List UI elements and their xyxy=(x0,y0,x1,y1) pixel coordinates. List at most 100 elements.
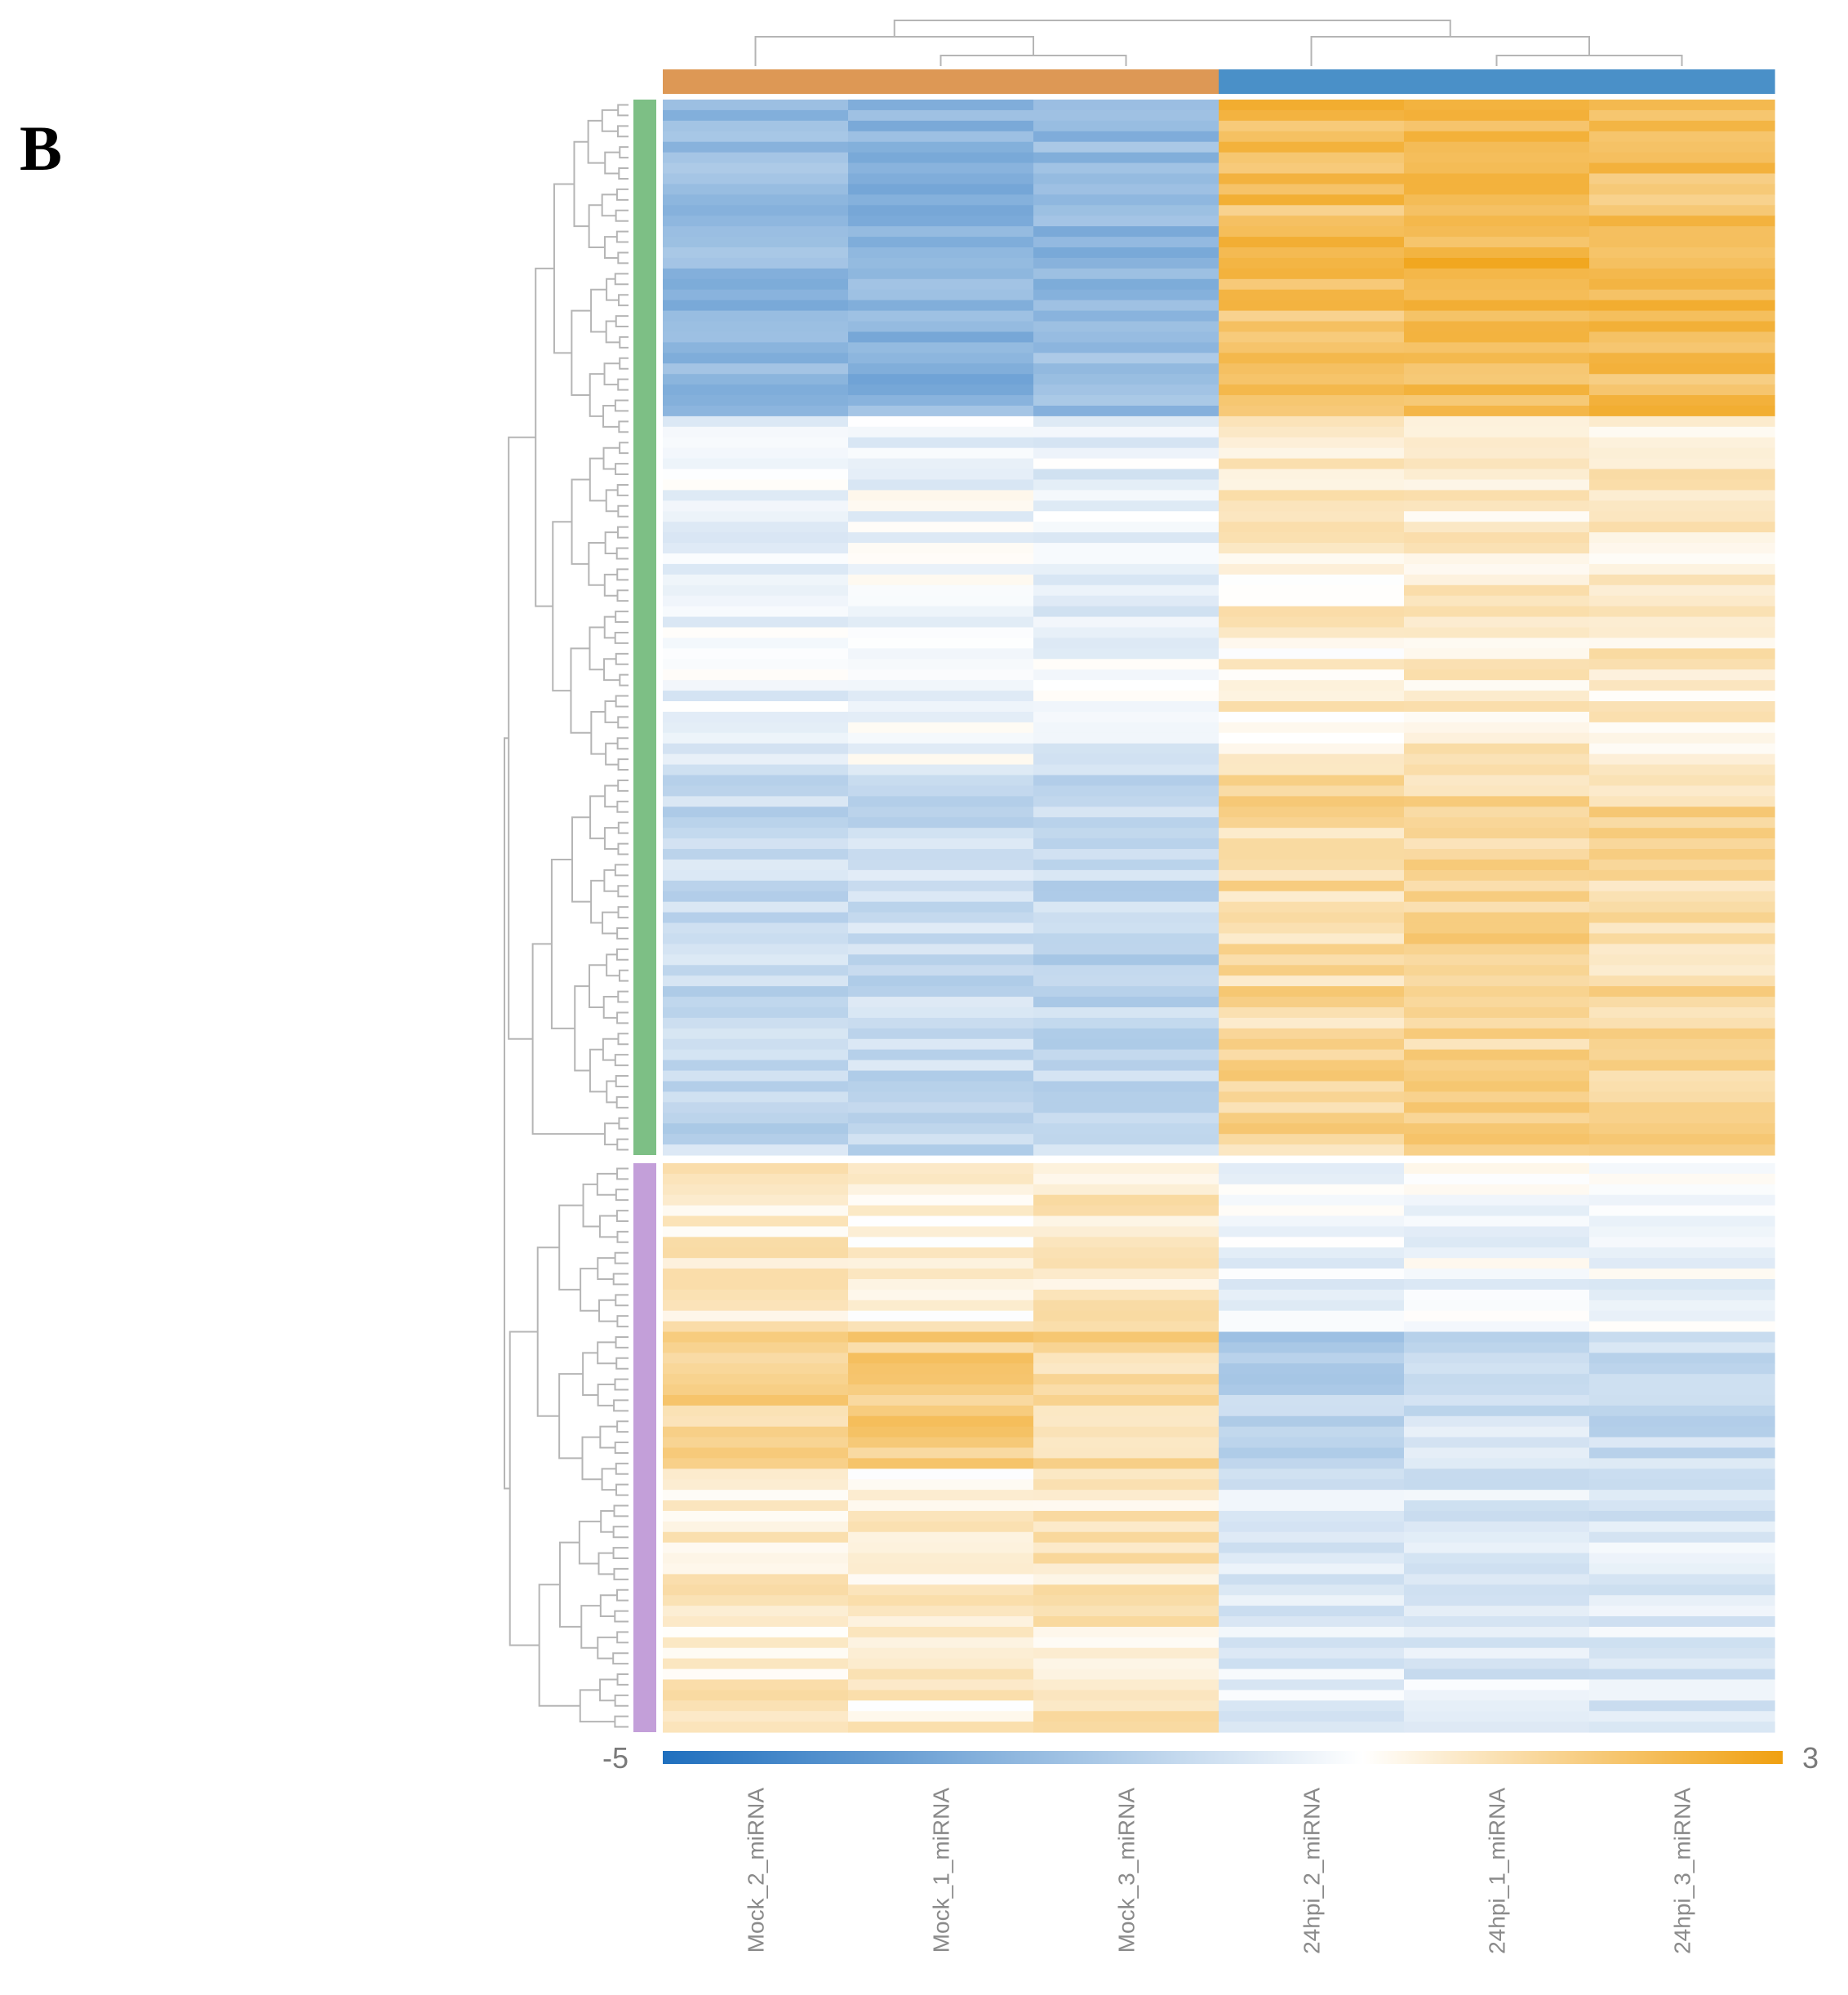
heatmap-cell xyxy=(663,1363,849,1375)
heatmap-cell xyxy=(848,595,1034,607)
heatmap-cell xyxy=(1404,1205,1590,1217)
heatmap-cell xyxy=(1589,753,1775,766)
heatmap-cell xyxy=(1404,869,1590,882)
heatmap-cell xyxy=(1219,500,1405,512)
heatmap-cell xyxy=(1404,331,1590,343)
heatmap-cell xyxy=(1404,669,1590,681)
row-dendrogram-branch xyxy=(614,1378,629,1391)
heatmap-cell xyxy=(1589,1500,1775,1512)
row-dendrogram-branch xyxy=(618,294,629,307)
heatmap-cell xyxy=(1219,1342,1405,1353)
heatmap-cell xyxy=(1033,1342,1219,1353)
heatmap-cell xyxy=(1219,1384,1405,1396)
heatmap-cell xyxy=(1589,363,1775,375)
heatmap-cell xyxy=(663,1647,849,1660)
row-dendrogram-branch xyxy=(613,1399,629,1412)
heatmap-cell xyxy=(663,395,849,407)
heatmap-cell xyxy=(663,1144,849,1156)
heatmap-cell xyxy=(663,184,849,195)
heatmap-cell xyxy=(1404,289,1590,301)
heatmap-cell xyxy=(848,1006,1034,1019)
heatmap-cell xyxy=(663,764,849,776)
heatmap-cell xyxy=(1033,849,1219,860)
heatmap-cell xyxy=(663,405,849,417)
heatmap-cell xyxy=(1589,415,1775,428)
heatmap-cell xyxy=(1589,300,1775,312)
row-dendrogram-branch xyxy=(618,1117,629,1130)
heatmap-cell xyxy=(848,1394,1034,1406)
heatmap-cell xyxy=(1219,384,1405,396)
heatmap-cell xyxy=(663,1258,849,1269)
heatmap-cell xyxy=(1589,785,1775,797)
heatmap-cell xyxy=(1404,975,1590,987)
heatmap-cell xyxy=(848,278,1034,291)
heatmap-cell xyxy=(1404,1616,1590,1628)
heatmap-cell xyxy=(1404,701,1590,713)
heatmap-cell xyxy=(1033,880,1219,892)
heatmap-cell xyxy=(663,100,849,111)
heatmap-cell xyxy=(1404,321,1590,333)
heatmap-cell xyxy=(1033,1321,1219,1333)
heatmap-cell xyxy=(1219,1668,1405,1681)
heatmap-cell xyxy=(1219,247,1405,259)
heatmap-cell xyxy=(848,869,1034,882)
heatmap-cell xyxy=(663,384,849,396)
heatmap-cell xyxy=(663,490,849,501)
heatmap-cell xyxy=(1404,173,1590,185)
heatmap-cell xyxy=(1404,680,1590,691)
heatmap-cell xyxy=(1219,1468,1405,1480)
row-dendrogram-branch xyxy=(614,1054,629,1067)
heatmap-cell xyxy=(1589,1447,1775,1460)
heatmap-cell xyxy=(1219,331,1405,343)
heatmap-cell xyxy=(1589,1616,1775,1628)
heatmap-cell xyxy=(663,1374,849,1385)
heatmap-cell xyxy=(848,109,1034,122)
row-dendrogram-branch xyxy=(615,1095,629,1109)
heatmap-cell xyxy=(1219,100,1405,111)
heatmap-cell xyxy=(663,1205,849,1217)
heatmap-cell xyxy=(1219,1237,1405,1248)
heatmap-cell xyxy=(663,584,849,597)
row-dendrogram-branch xyxy=(602,447,620,470)
heatmap-cell xyxy=(663,680,849,691)
heatmap-cell xyxy=(848,1258,1034,1269)
heatmap-cell xyxy=(1404,944,1590,955)
heatmap-cell xyxy=(1033,205,1219,216)
row-dendrogram-branch xyxy=(508,436,536,1040)
heatmap-cell xyxy=(1033,1278,1219,1291)
heatmap-cell xyxy=(1589,215,1775,227)
heatmap-cell xyxy=(1219,859,1405,871)
heatmap-cell xyxy=(1219,469,1405,481)
heatmap-cell xyxy=(1404,922,1590,935)
row-dendrogram-branch xyxy=(605,742,619,766)
heatmap-cell xyxy=(848,806,1034,818)
heatmap-cell xyxy=(1219,205,1405,216)
heatmap-cell xyxy=(663,532,849,544)
heatmap-cell xyxy=(663,638,849,649)
heatmap-cell xyxy=(1404,954,1590,966)
heatmap-cell xyxy=(663,1584,849,1596)
heatmap-cell xyxy=(1589,817,1775,829)
heatmap-cell xyxy=(1589,184,1775,195)
heatmap-cell xyxy=(848,120,1034,132)
heatmap-cell xyxy=(1219,849,1405,860)
color-scale-max-label: 3 xyxy=(1802,1741,1819,1775)
heatmap-cell xyxy=(1033,638,1219,649)
heatmap-cell xyxy=(1219,1394,1405,1406)
heatmap-cell xyxy=(663,1028,849,1040)
heatmap-cell xyxy=(1589,278,1775,291)
heatmap-cell xyxy=(848,1437,1034,1449)
heatmap-cell xyxy=(663,595,849,607)
heatmap-cell xyxy=(663,785,849,797)
heatmap-cell xyxy=(848,152,1034,164)
heatmap-cell xyxy=(1219,353,1405,364)
heatmap-cell xyxy=(663,1353,849,1364)
heatmap-cell xyxy=(1589,701,1775,713)
heatmap-cell xyxy=(1404,849,1590,860)
heatmap-cell xyxy=(848,1595,1034,1606)
heatmap-cell xyxy=(1404,796,1590,807)
heatmap-cell xyxy=(1589,1531,1775,1544)
row-dendrogram-branch xyxy=(598,1299,618,1322)
heatmap-cell xyxy=(663,194,849,206)
heatmap-cell xyxy=(1219,1353,1405,1364)
